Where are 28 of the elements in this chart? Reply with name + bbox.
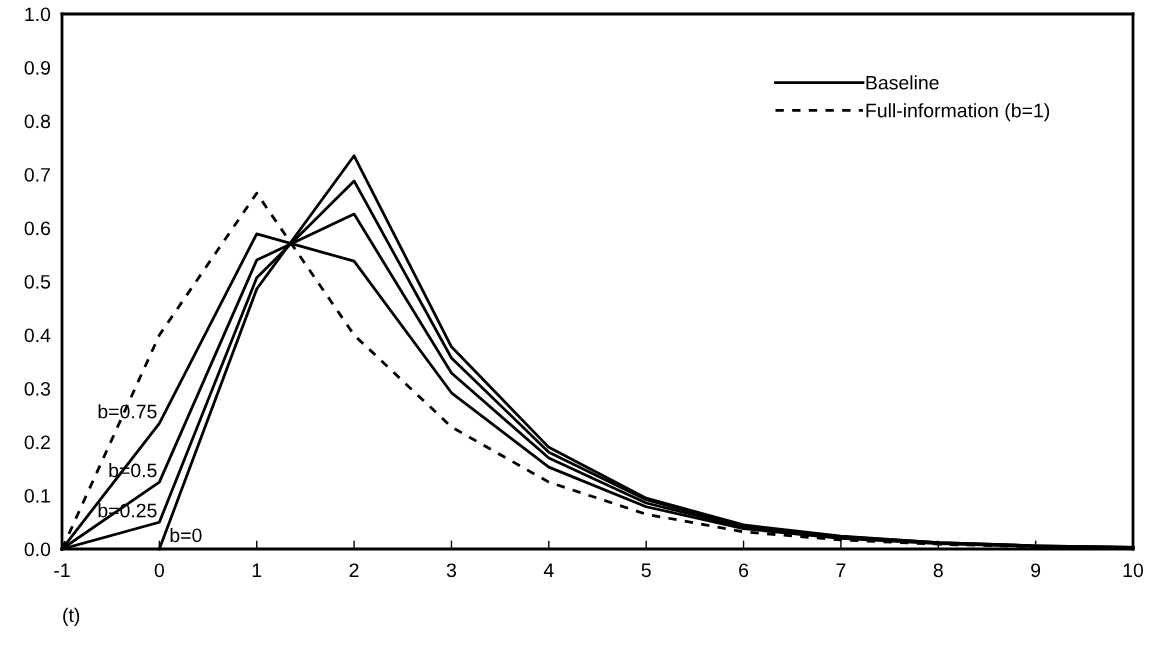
series-label: b=0 — [170, 527, 202, 543]
x-tick-label: 5 — [641, 563, 651, 578]
annotation: Baseline — [866, 75, 939, 90]
x-tick-label: 7 — [836, 563, 846, 577]
legend-label: Full-information (b=1) — [866, 103, 1050, 122]
x-tick-label: 3 — [446, 563, 457, 578]
x-tick-label: 4 — [543, 563, 554, 577]
x-tick-label: 2 — [349, 563, 359, 577]
x-tick-label: 1 — [252, 563, 262, 577]
y-tick-label: 0.5 — [24, 274, 51, 289]
x-axis-title: (t) — [63, 607, 80, 626]
y-tick-label: 0.8 — [24, 114, 51, 129]
x-tick-label: 9 — [1031, 563, 1041, 578]
series-label: b=0.75 — [98, 404, 157, 419]
y-tick-label: 0.0 — [24, 542, 51, 557]
y-tick-label: 0.1 — [24, 488, 50, 503]
y-tick-label: 0.3 — [24, 381, 51, 396]
x-tick-label: 6 — [739, 563, 749, 578]
x-tick-label: 0 — [154, 563, 165, 578]
x-tick-label: 10 — [1123, 563, 1144, 578]
y-tick-label: 0.7 — [24, 167, 50, 182]
x-tick-label: 8 — [933, 563, 943, 578]
y-tick-label: 0.9 — [24, 60, 50, 75]
y-tick-label: 0.6 — [24, 221, 51, 236]
x-tick-label: -1 — [54, 563, 70, 577]
y-tick-label: 0.4 — [24, 328, 51, 343]
y-tick-label: 1.0 — [25, 7, 51, 22]
y-tick-label: 0.2 — [24, 435, 50, 450]
